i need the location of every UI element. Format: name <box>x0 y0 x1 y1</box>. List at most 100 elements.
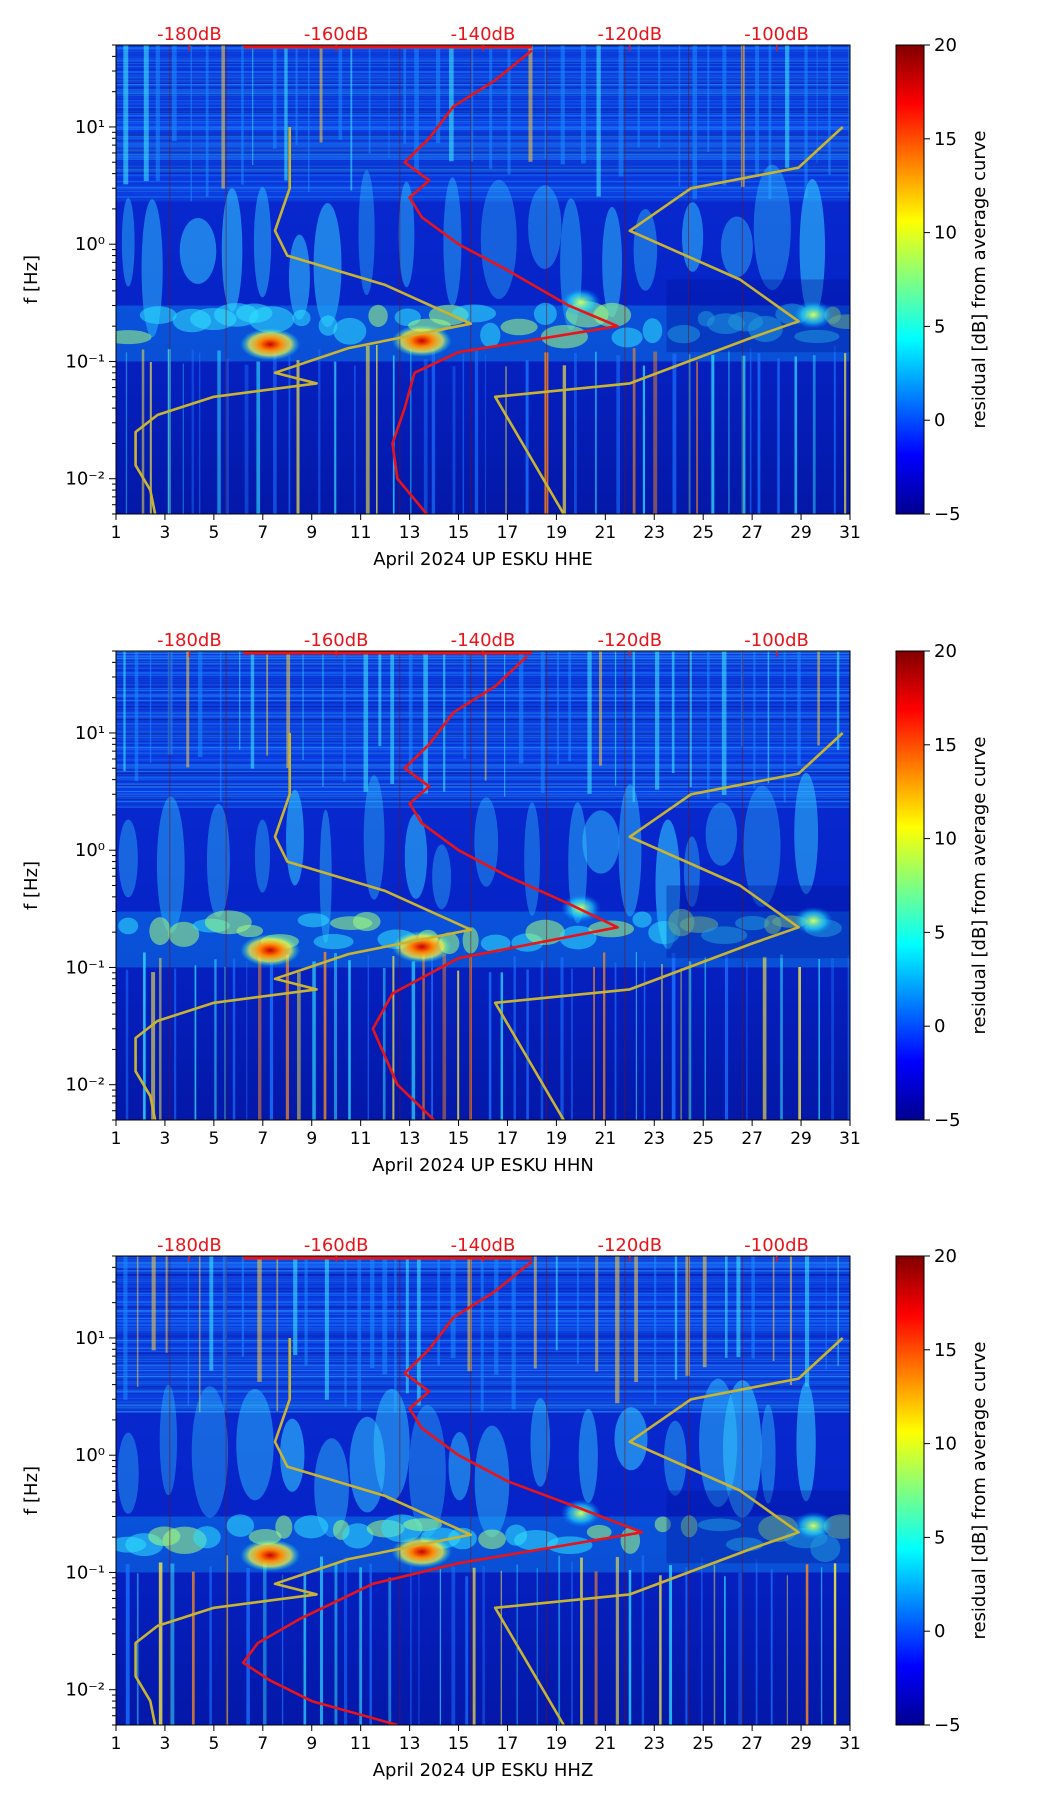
hf-stripe <box>755 45 760 177</box>
microseism-blob <box>480 179 517 300</box>
lf-streak <box>170 1563 175 1725</box>
microseism-patch <box>586 1524 612 1540</box>
lf-streak <box>688 961 692 1120</box>
lf-streak <box>812 355 816 514</box>
hf-stripe <box>785 45 790 168</box>
hf-stripe <box>357 1256 362 1411</box>
lf-streak <box>174 968 177 1120</box>
hf-stripe <box>257 1256 262 1382</box>
hf-stripe <box>382 1256 388 1375</box>
lf-streak <box>422 954 425 1120</box>
hf-stripe <box>437 1256 441 1366</box>
lf-streak <box>226 1555 229 1725</box>
hotspot-4 <box>793 1511 834 1540</box>
hf-stripe <box>702 1256 707 1368</box>
microseism-patch <box>313 934 354 950</box>
microseism-blob <box>568 802 588 924</box>
lf-streak <box>125 1564 130 1725</box>
microseism-patch <box>478 1529 506 1550</box>
microseism-blob <box>474 1425 510 1538</box>
lf-streak <box>685 1567 688 1725</box>
microseism-patch <box>292 309 311 327</box>
microseism-blob <box>179 217 217 284</box>
microseism-blob <box>118 819 138 898</box>
y-tick-label: 10⁻² <box>65 1680 105 1701</box>
x-tick-label: 29 <box>790 1129 812 1149</box>
microseism-blob <box>443 177 462 307</box>
x-tick-label: 15 <box>448 523 470 543</box>
microseism-patch <box>318 315 338 336</box>
hf-stripe <box>250 651 255 769</box>
lf-streak <box>452 366 456 514</box>
hf-stripe <box>678 45 681 187</box>
lf-streak <box>536 1568 538 1725</box>
psd-curve <box>391 49 619 514</box>
hf-stripe <box>725 1256 728 1358</box>
colorbar-tick-label: −5 <box>934 1715 961 1736</box>
hf-stripe <box>507 45 511 175</box>
lf-streak <box>558 1555 561 1725</box>
hf-stripe <box>707 45 710 152</box>
microseism-blob <box>313 202 342 328</box>
hf-stripe <box>722 45 727 186</box>
y-tick-label: 10¹ <box>75 117 105 138</box>
x-tick-label: 27 <box>741 523 763 543</box>
hf-stripe <box>471 45 474 162</box>
microseism-patch <box>236 924 264 938</box>
colorbar-tick-label: 15 <box>934 129 957 150</box>
db-tick-label: -140dB <box>451 1235 516 1256</box>
hf-stripe <box>286 651 291 768</box>
colorbar-label: residual [dB] from average curve <box>969 1341 990 1639</box>
hotspot-1 <box>240 934 301 967</box>
microseism-patch <box>275 1515 293 1539</box>
hotspot-3 <box>560 288 601 317</box>
hf-stripe <box>654 1256 657 1406</box>
lf-streak <box>457 970 460 1120</box>
lf-streak <box>805 1564 809 1725</box>
lf-streak <box>757 353 761 514</box>
lf-streak <box>343 1557 348 1725</box>
x-axis-label: April 2024 UP ESKU HHZ <box>373 1760 594 1781</box>
db-tick-label: -100dB <box>744 630 809 651</box>
db-tick-label: -180dB <box>157 1235 222 1256</box>
lf-streak <box>244 364 249 514</box>
hf-stripe <box>836 651 840 750</box>
y-tick-label: 10⁻² <box>65 469 105 490</box>
hotspot-1 <box>240 328 301 361</box>
lf-streak <box>615 1556 619 1725</box>
microseism-patch <box>654 1516 671 1533</box>
microseism-patch <box>248 306 295 333</box>
hf-stripe <box>343 651 346 782</box>
spectrogram-image <box>116 651 850 1120</box>
hf-stripe <box>671 651 675 774</box>
colorbar-tick-label: 5 <box>934 1527 945 1548</box>
colorbar-tick-label: 10 <box>934 223 957 244</box>
hf-stripe <box>222 1256 228 1411</box>
x-tick-label: 7 <box>257 1129 268 1149</box>
microseism-blob <box>373 1388 410 1501</box>
x-tick-label: 19 <box>546 1129 568 1149</box>
colorbar-label: residual [dB] from average curve <box>969 130 990 428</box>
lf-streak <box>540 960 544 1120</box>
lf-streak <box>628 1569 632 1725</box>
db-tick-label: -120dB <box>597 630 662 651</box>
noise-model-curve-1 <box>134 733 473 1120</box>
lf-streak <box>359 1567 363 1725</box>
lf-streak <box>334 953 338 1120</box>
lf-streak <box>143 952 146 1120</box>
db-tick-label: -160dB <box>304 1235 369 1256</box>
colorbar-tick-label: −5 <box>934 1110 961 1131</box>
lf-streak <box>777 358 780 514</box>
hotspot-4 <box>793 906 834 935</box>
hf-stripe <box>350 45 353 191</box>
spectrogram-image <box>116 45 850 514</box>
microseism-blob <box>358 170 375 296</box>
lf-streak <box>125 352 128 514</box>
hf-stripe <box>344 1256 347 1407</box>
db-tick-label: -100dB <box>744 24 809 45</box>
lf-streak <box>794 356 798 514</box>
microseism-patch <box>533 302 557 326</box>
microseism-blob <box>314 1438 349 1538</box>
lf-streak <box>505 366 507 514</box>
